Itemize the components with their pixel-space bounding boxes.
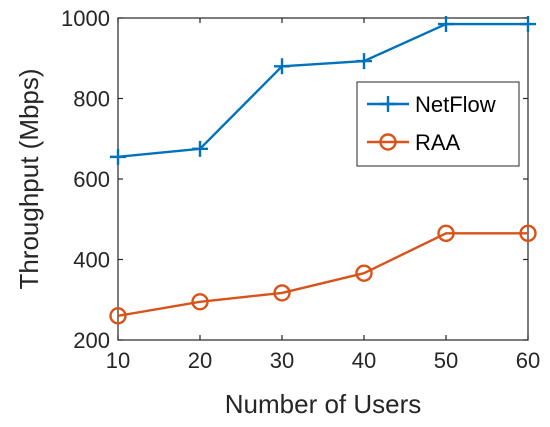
netflow-marker	[274, 58, 290, 75]
netflow-marker	[192, 140, 208, 157]
legend: NetFlow RAA	[356, 81, 520, 167]
raa-marker	[519, 224, 537, 243]
x-tick-label: 40	[352, 348, 376, 373]
legend-item-raa: RAA	[367, 130, 461, 155]
x-tick-label: 60	[516, 348, 540, 373]
axes: 10 20 30 40 50 60 200 400 600 800 1000	[61, 6, 540, 373]
netflow-marker	[438, 16, 454, 33]
netflow-marker	[110, 148, 126, 165]
x-tick-label: 30	[270, 348, 294, 373]
raa-marker	[355, 264, 373, 282]
y-tick-label: 1000	[61, 6, 110, 31]
plot-frame	[117, 17, 529, 341]
raa-series	[109, 224, 537, 325]
legend-item-netflow: NetFlow	[367, 92, 496, 117]
y-tick-label: 600	[73, 167, 110, 192]
raa-marker	[191, 293, 209, 311]
legend-raa-marker	[379, 133, 397, 151]
netflow-series	[110, 16, 536, 165]
series-layer	[109, 16, 537, 325]
x-axis-title: Number of Users	[225, 389, 422, 419]
legend-box	[356, 81, 520, 167]
y-tick-label: 200	[73, 328, 110, 353]
legend-label: RAA	[415, 130, 461, 155]
x-tick-label: 50	[434, 348, 458, 373]
legend-label: NetFlow	[415, 92, 496, 117]
raa-line	[117, 232, 528, 318]
raa-marker	[437, 224, 455, 243]
netflow-line	[117, 22, 528, 159]
netflow-marker	[520, 16, 536, 33]
legend-netflow-marker	[380, 96, 396, 112]
x-tick-label: 20	[188, 348, 212, 373]
netflow-marker	[356, 53, 372, 70]
raa-marker	[273, 284, 291, 302]
y-tick-label: 800	[73, 87, 110, 112]
y-tick-label: 400	[73, 248, 110, 273]
y-axis-title: Throughput (Mbps)	[14, 68, 44, 289]
raa-marker	[109, 307, 127, 325]
x-tick-label: 10	[106, 348, 130, 373]
